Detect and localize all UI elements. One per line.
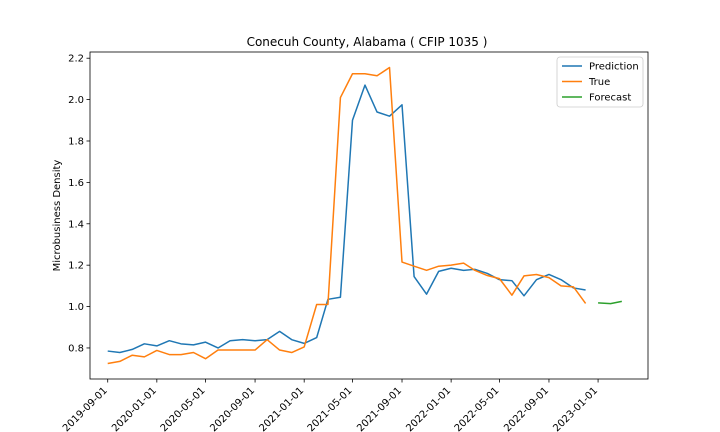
plot-frame	[89, 51, 649, 380]
y-axis-label: Microbusiness Density	[52, 160, 63, 272]
chart-title: Conecuh County, Alabama ( CFIP 1035 )	[247, 35, 488, 49]
y-tick-label: 2.0	[68, 95, 84, 106]
y-tick-label: 0.8	[68, 343, 84, 354]
y-tick-label: 1.2	[68, 261, 84, 272]
legend-label-true: True	[588, 77, 610, 88]
y-tick-label: 1.6	[68, 178, 84, 189]
y-axis-label-group: Microbusiness Density	[52, 160, 63, 272]
y-tick-label: 2.2	[68, 54, 84, 65]
legend-box	[556, 56, 644, 108]
series-line-forecast	[598, 300, 622, 305]
series-layer	[107, 66, 622, 365]
y-tick-label: 1.0	[68, 302, 84, 313]
y-tick-label: 1.8	[68, 136, 84, 147]
legend: Prediction True Forecast	[556, 56, 644, 108]
series-line-prediction	[107, 84, 586, 354]
y-tick-label: 1.4	[68, 219, 84, 230]
legend-label-forecast: Forecast	[589, 93, 631, 104]
legend-label-prediction: Prediction	[589, 62, 639, 73]
series-line-true	[107, 66, 587, 365]
